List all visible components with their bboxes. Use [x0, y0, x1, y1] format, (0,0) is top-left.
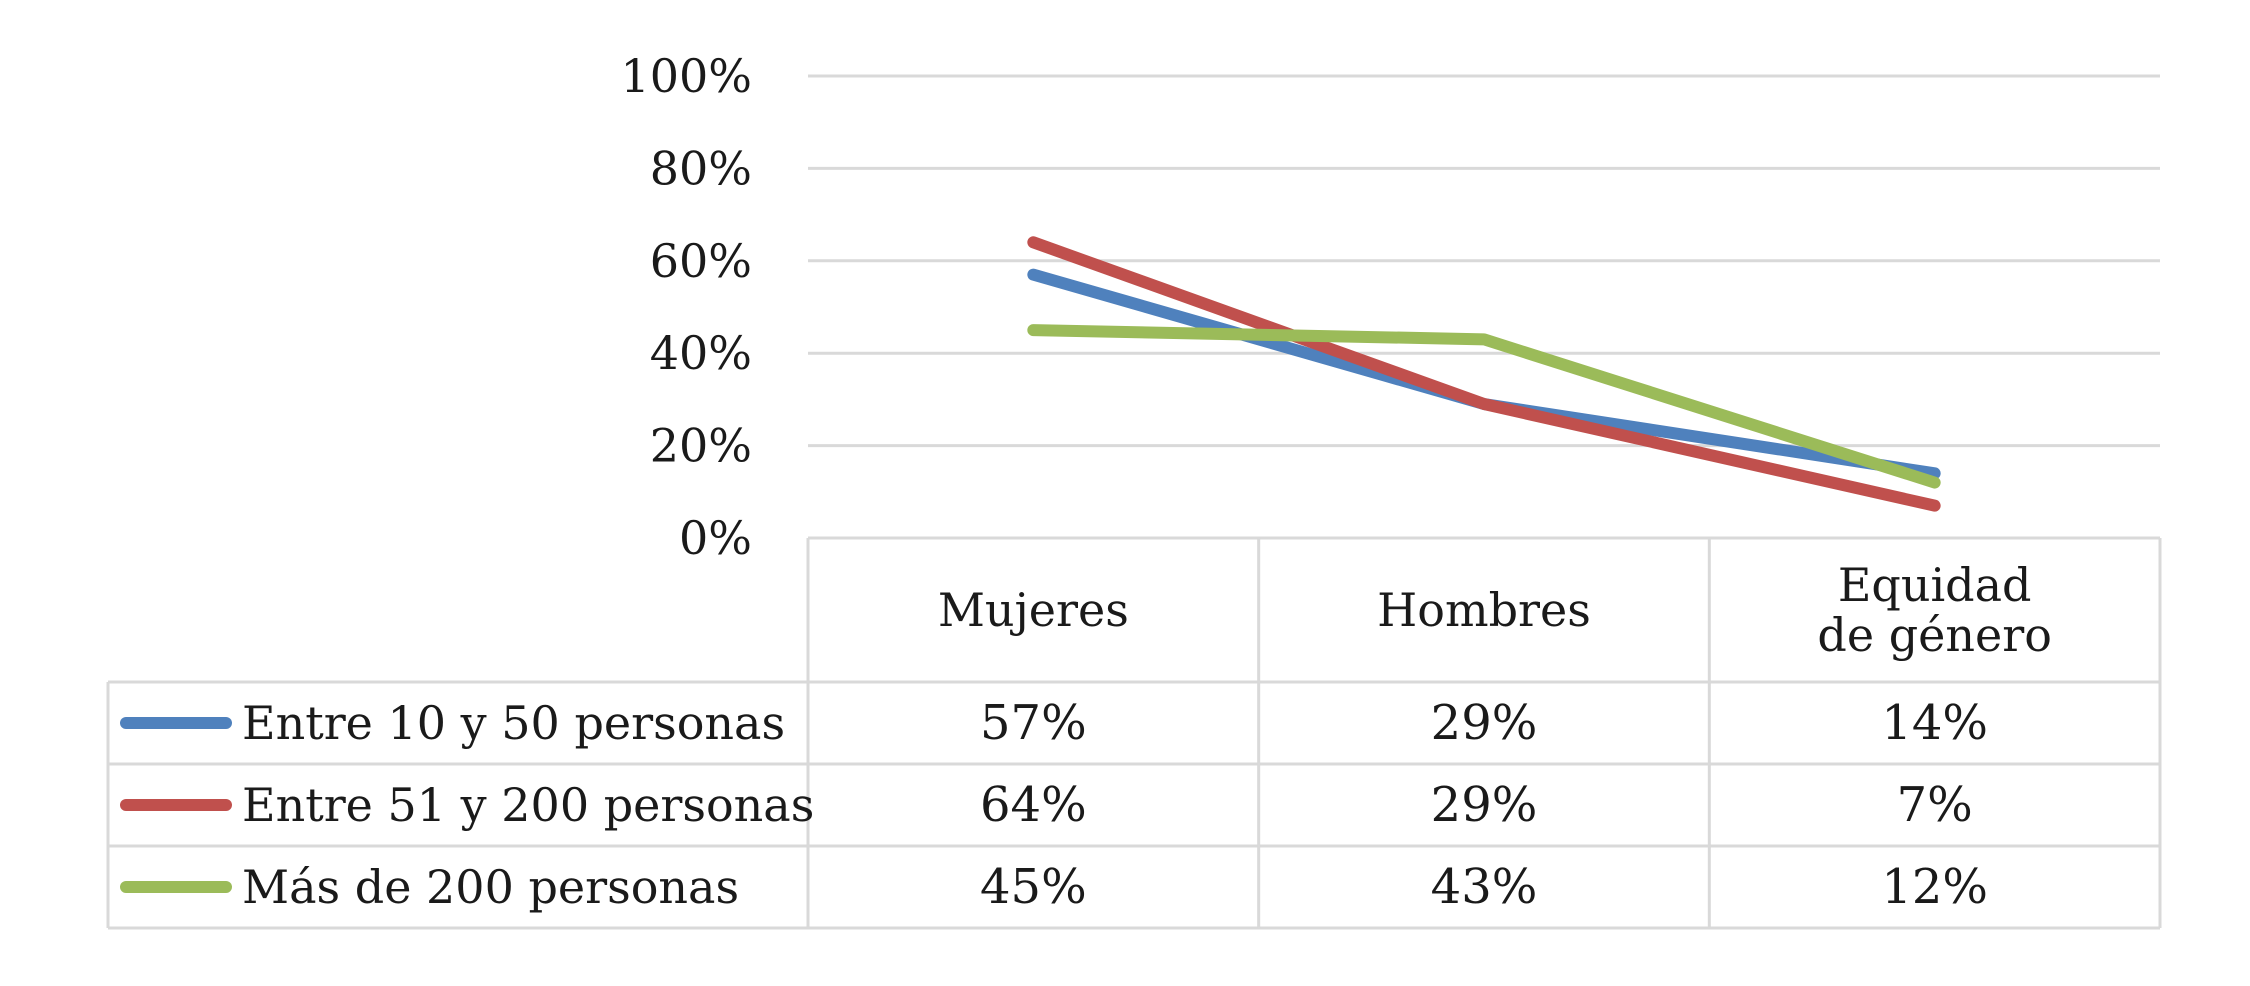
data-value: 29%	[1431, 695, 1538, 751]
data-value: 12%	[1881, 859, 1988, 915]
y-tick-label: 0%	[679, 511, 752, 565]
y-tick-label: 20%	[650, 419, 752, 473]
series-line	[1027, 324, 1941, 489]
y-axis-tick-labels: 0% 20% 40% 60% 80% 100%	[620, 49, 752, 565]
category-label: Hombres	[1377, 583, 1591, 637]
category-label: Equidad de género	[1817, 558, 2052, 662]
data-value: 7%	[1897, 777, 1973, 833]
data-value: 43%	[1431, 859, 1538, 915]
data-value: 14%	[1881, 695, 1988, 751]
series-line	[1027, 236, 1941, 512]
data-value: 57%	[980, 695, 1087, 751]
data-value: 64%	[980, 777, 1087, 833]
series-name: Entre 10 y 50 personas	[242, 696, 785, 750]
gridlines	[808, 74, 2160, 448]
data-table: Mujeres Hombres Equidad de género Entre 10 y…	[106, 536, 2162, 930]
y-tick-label: 40%	[650, 326, 752, 380]
data-value: 29%	[1431, 777, 1538, 833]
y-tick-label: 60%	[650, 234, 752, 288]
category-label: Mujeres	[938, 583, 1129, 637]
y-tick-label: 100%	[620, 49, 752, 103]
series-name: Entre 51 y 200 personas	[242, 778, 814, 832]
y-tick-label: 80%	[650, 141, 752, 195]
data-value: 45%	[980, 859, 1087, 915]
series-name: Más de 200 personas	[242, 860, 739, 914]
series-lines	[1027, 236, 1941, 512]
